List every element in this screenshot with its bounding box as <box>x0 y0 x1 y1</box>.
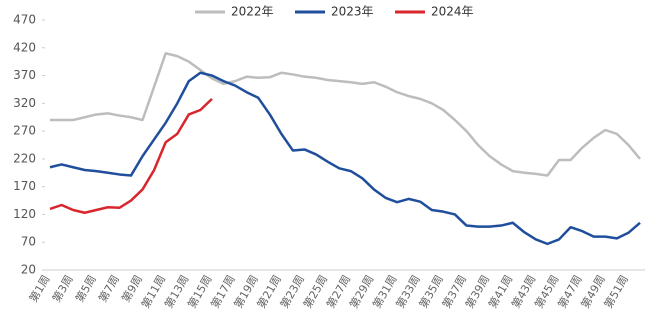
x-tick-label: 第1周 <box>26 273 53 305</box>
x-tick-label: 第3周 <box>49 273 76 305</box>
legend-label: 2024年 <box>431 5 474 19</box>
legend-label: 2022年 <box>231 5 274 19</box>
y-tick-label: 170 <box>13 179 36 193</box>
y-tick-label: 470 <box>13 13 36 27</box>
y-tick-label: 120 <box>13 207 36 221</box>
y-tick-label: 20 <box>21 263 36 277</box>
y-tick-label: 320 <box>13 96 36 110</box>
line-series <box>50 52 641 177</box>
y-tick-label: 220 <box>13 151 36 165</box>
y-tick-label: 270 <box>13 124 36 138</box>
x-tick-label: 第5周 <box>72 273 99 305</box>
y-tick-label: 420 <box>13 40 36 54</box>
line-series <box>49 97 213 215</box>
y-tick-label: 370 <box>13 68 36 82</box>
y-tick-label: 70 <box>21 235 36 249</box>
x-tick-label: 第7周 <box>95 273 122 305</box>
legend-label: 2023年 <box>331 5 374 19</box>
line-series <box>49 71 641 246</box>
